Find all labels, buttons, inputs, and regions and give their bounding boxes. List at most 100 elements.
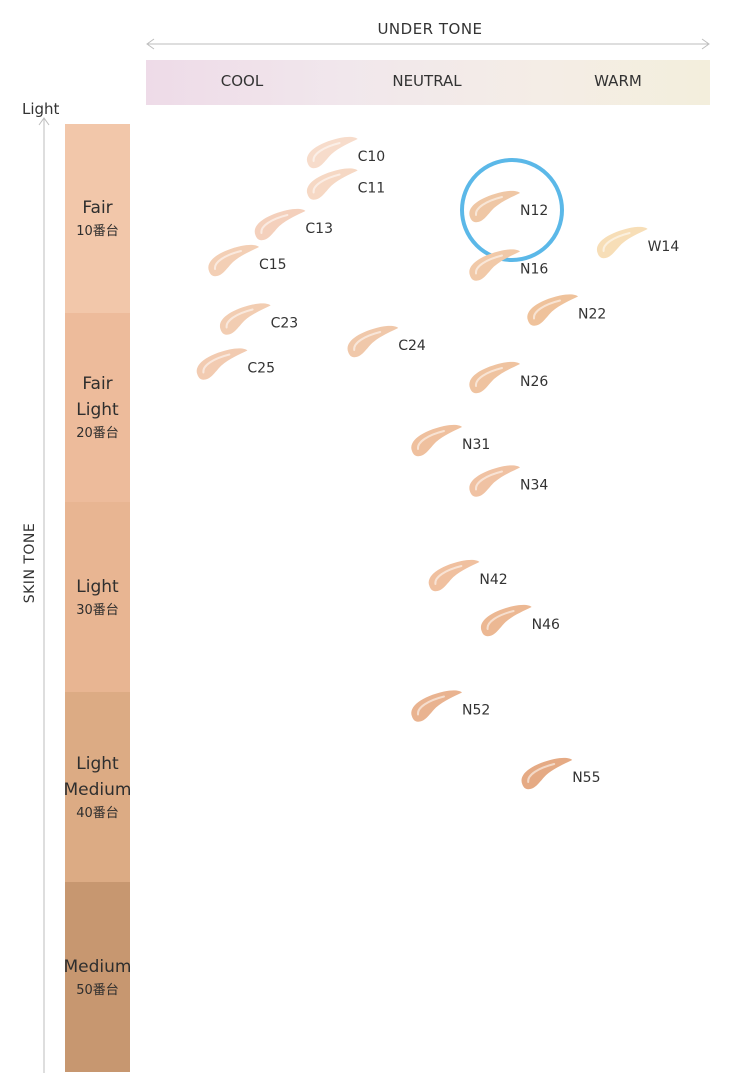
shade-swatch-shine	[434, 565, 463, 585]
tone-group-label-line2: Light	[76, 400, 119, 420]
shade-swatch-n16: N16	[469, 249, 548, 281]
shade-swatch-mark	[469, 361, 520, 394]
shade-swatch-c25: C25	[196, 348, 275, 380]
shade-label: N52	[462, 703, 490, 719]
shade-swatch-mark	[306, 168, 358, 200]
tone-group-range: 30番台	[76, 602, 119, 618]
undertone-band	[146, 60, 710, 105]
tone-group-label: Light	[76, 753, 119, 774]
shade-swatch-shine	[474, 470, 503, 491]
shade-swatch-n22: N22	[527, 294, 606, 326]
tone-group-fair-light: Fair Light 20番台	[65, 313, 130, 502]
tone-group-range: 20番台	[76, 426, 119, 441]
shade-swatch-n26: N26	[469, 361, 548, 394]
shade-label: N31	[462, 437, 490, 453]
shade-swatch-mark	[469, 465, 520, 497]
tone-group-label: Fair	[82, 198, 113, 218]
shade-label: N16	[520, 262, 548, 278]
shade-swatch-shine	[312, 142, 341, 162]
shade-swatch-mark	[254, 208, 306, 241]
tone-group-light-medium: Light Medium 40番台	[63, 692, 132, 882]
shade-swatch-shine	[416, 695, 445, 716]
tone-group-medium: Medium 50番台	[63, 882, 132, 1072]
shade-swatch-mark	[347, 325, 399, 358]
highlight-ring	[460, 158, 564, 262]
x-axis-title: UNDER TONE	[377, 20, 483, 38]
shade-swatch-mark	[527, 294, 578, 326]
y-axis-arrow	[38, 117, 50, 1073]
shade-swatch-c24: C24	[347, 325, 426, 358]
shade-label: C10	[358, 149, 386, 165]
tone-group-fair: Fair 10番台	[65, 124, 130, 313]
undertone-neutral-label: NEUTRAL	[392, 72, 462, 90]
x-axis-arrow	[146, 38, 710, 50]
shade-swatch-c23: C23	[219, 303, 299, 335]
shade-swatch-shine	[474, 254, 503, 275]
tone-group-label-line2: Medium	[63, 779, 132, 800]
undertone-warm-label: WARM	[594, 72, 642, 90]
shade-swatch-mark	[469, 249, 520, 281]
shade-label: N22	[578, 307, 606, 323]
shade-label: C11	[358, 181, 386, 197]
shade-swatch-mark	[306, 136, 358, 169]
shade-swatch-mark	[196, 348, 248, 380]
shade-swatch-mark	[411, 424, 462, 457]
shade-swatch-shine	[213, 250, 242, 270]
tone-group-range: 40番台	[76, 805, 119, 821]
shade-swatch-shine	[474, 367, 503, 387]
shade-swatch-mark	[208, 244, 259, 277]
tone-group-light: Light 30番台	[65, 502, 130, 692]
shade-label: N34	[520, 478, 548, 494]
tone-group-label: Fair	[82, 374, 113, 394]
tone-group-range: 50番台	[76, 982, 119, 998]
shade-label: C25	[247, 361, 275, 377]
shade-swatch-c10: C10	[306, 136, 386, 169]
shade-label: W14	[648, 239, 680, 255]
shade-swatch-n46: N46	[480, 604, 560, 637]
shade-swatch-mark	[480, 604, 532, 637]
shade-swatch-mark	[428, 559, 480, 592]
shade-swatch-mark	[219, 303, 271, 335]
y-axis-top-label: Light	[22, 100, 60, 118]
shade-swatch-shine	[602, 232, 631, 252]
undertone-cool-label: COOL	[220, 72, 264, 90]
shade-swatch-n31: N31	[411, 424, 490, 457]
shade-swatch-n34: N34	[469, 465, 548, 497]
shade-swatch-n42: N42	[428, 559, 508, 592]
shade-label: N55	[572, 770, 600, 786]
shade-label: C13	[305, 221, 333, 237]
shade-label: N26	[520, 374, 548, 390]
shade-label: C23	[271, 316, 299, 332]
shade-label: N42	[479, 572, 507, 588]
shade-swatch-mark	[469, 190, 520, 223]
shade-swatch-shine	[225, 308, 254, 329]
shade-swatch-shine	[353, 331, 382, 351]
shade-swatch-n55: N55	[521, 757, 600, 790]
shade-label: N46	[532, 617, 560, 633]
shade-swatch-c13: C13	[254, 208, 333, 241]
shade-swatch-c11: C11	[306, 168, 386, 200]
shade-swatch-shine	[527, 763, 556, 783]
shade-swatch-shine	[260, 214, 289, 234]
shade-swatch-n52: N52	[411, 690, 490, 722]
shade-swatch-shine	[486, 610, 515, 630]
shade-label: N12	[520, 203, 548, 219]
shade-swatch-shine	[312, 173, 341, 194]
shade-swatch-n12: N12	[460, 158, 564, 262]
shade-swatch-shine	[202, 353, 231, 374]
tone-group-label: Light	[76, 576, 119, 597]
shade-swatch-shine	[474, 196, 503, 216]
tone-group-range: 10番台	[76, 224, 119, 239]
shade-label: C15	[259, 257, 287, 273]
shade-label: C24	[398, 338, 426, 354]
shade-swatch-c15: C15	[208, 244, 287, 277]
shade-swatch-mark	[521, 757, 573, 790]
shade-swatch-w14: W14	[596, 226, 680, 259]
shade-swatch-shine	[532, 299, 561, 320]
shade-swatch-mark	[411, 690, 462, 722]
shade-swatch-shine	[416, 430, 445, 450]
tone-group-label: Medium	[63, 956, 132, 977]
shade-swatch-mark	[596, 226, 648, 259]
